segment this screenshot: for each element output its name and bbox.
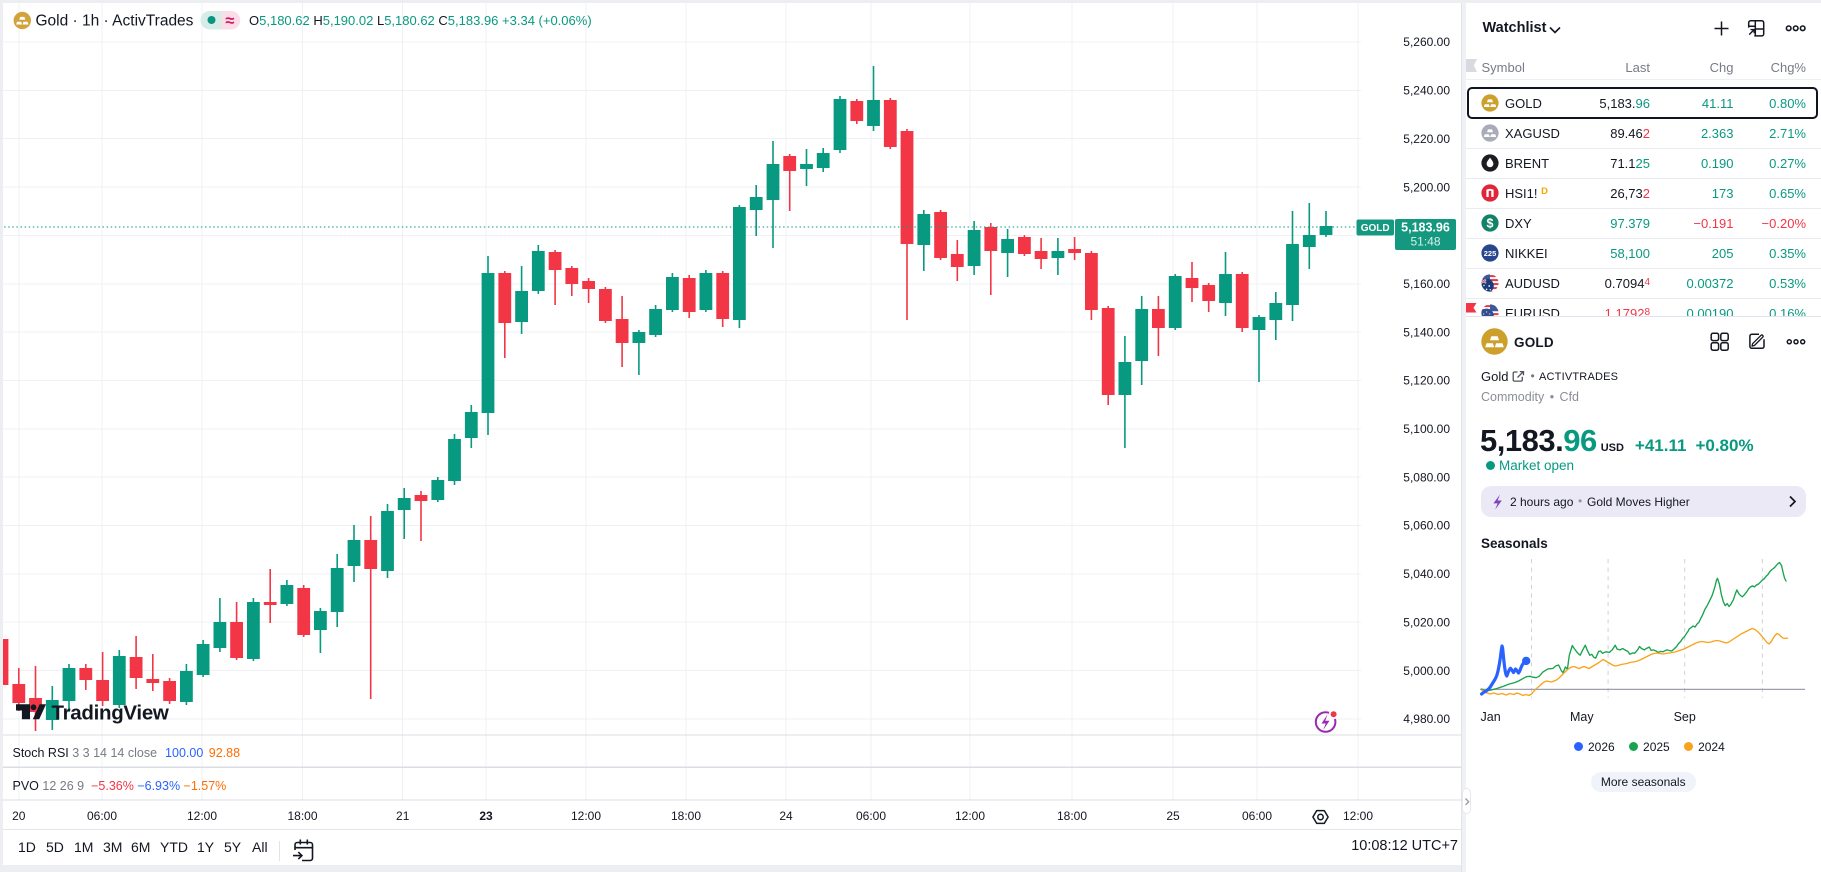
svg-text:5,240.00: 5,240.00 [1403, 84, 1450, 98]
svg-text:5,183.96: 5,183.96 [1401, 221, 1450, 235]
svg-text:PVO 12 26 9−5.36% −6.93% −1.57: PVO 12 26 9 −5.36% −6.93% −1.57% [13, 779, 227, 793]
svg-text:12:00: 12:00 [571, 809, 601, 823]
svg-text:18:00: 18:00 [1057, 809, 1087, 823]
svg-text:Jan: Jan [1481, 710, 1501, 724]
svg-text:51:48: 51:48 [1410, 235, 1440, 249]
svg-text:5,200.00: 5,200.00 [1403, 180, 1450, 194]
svg-text:5,060.00: 5,060.00 [1403, 519, 1450, 533]
svg-text:06:00: 06:00 [1242, 809, 1272, 823]
svg-text:12:00: 12:00 [187, 809, 217, 823]
svg-text:5,120.00: 5,120.00 [1403, 374, 1450, 388]
svg-text:5,140.00: 5,140.00 [1403, 325, 1450, 339]
svg-text:25: 25 [1166, 809, 1180, 823]
svg-text:4,980.00: 4,980.00 [1403, 712, 1450, 726]
svg-text:≈: ≈ [225, 12, 234, 30]
svg-text:06:00: 06:00 [856, 809, 886, 823]
svg-text:5,040.00: 5,040.00 [1403, 567, 1450, 581]
svg-text:20: 20 [12, 809, 26, 823]
svg-text:$: $ [1487, 216, 1494, 230]
svg-text:O5,180.62 H5,190.02 L5,180.62: O5,180.62 H5,190.02 L5,180.62 C5,183.96 … [249, 13, 592, 28]
svg-text:Sep: Sep [1674, 710, 1696, 724]
svg-text:225: 225 [1484, 249, 1497, 258]
svg-text:18:00: 18:00 [671, 809, 701, 823]
svg-text:5,080.00: 5,080.00 [1403, 470, 1450, 484]
svg-text:21: 21 [396, 809, 410, 823]
svg-text:5,220.00: 5,220.00 [1403, 132, 1450, 146]
svg-text:12:00: 12:00 [1343, 809, 1373, 823]
svg-text:06:00: 06:00 [87, 809, 117, 823]
svg-text:Gold · 1h · ActivTrades: Gold · 1h · ActivTrades [36, 13, 194, 30]
svg-text:5,000.00: 5,000.00 [1403, 664, 1450, 678]
svg-text:18:00: 18:00 [287, 809, 317, 823]
svg-text:May: May [1570, 710, 1594, 724]
svg-text:5,100.00: 5,100.00 [1403, 422, 1450, 436]
svg-text:5,160.00: 5,160.00 [1403, 277, 1450, 291]
svg-text:24: 24 [779, 809, 793, 823]
svg-text:5,260.00: 5,260.00 [1403, 35, 1450, 49]
svg-text:GOLD: GOLD [1361, 223, 1390, 234]
svg-text:23: 23 [479, 809, 493, 823]
svg-text:5,020.00: 5,020.00 [1403, 615, 1450, 629]
svg-text:TradingView: TradingView [52, 701, 169, 724]
svg-text:12:00: 12:00 [955, 809, 985, 823]
